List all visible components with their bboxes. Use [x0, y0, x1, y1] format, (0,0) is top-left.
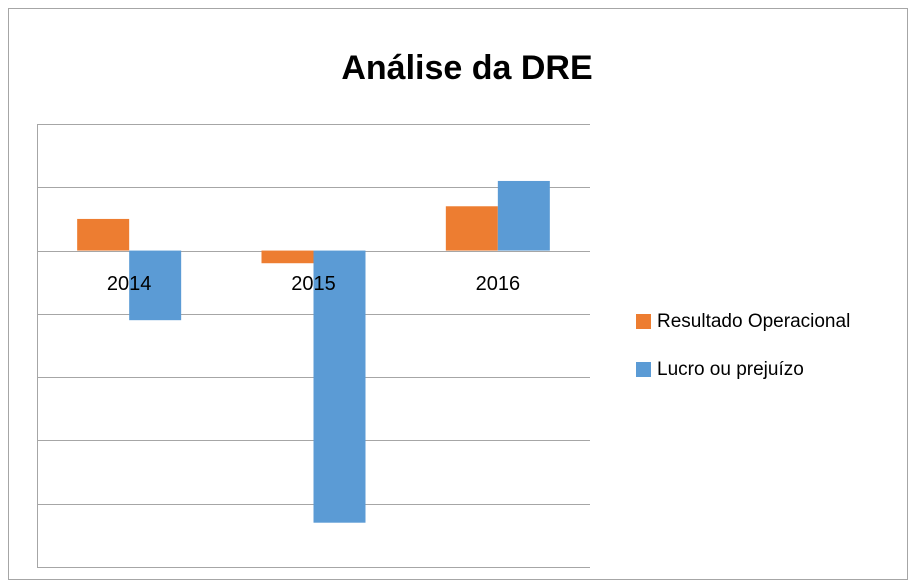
x-tick-label: 2014	[107, 273, 152, 295]
x-tick-label: 2015	[291, 273, 336, 295]
bar	[313, 250, 366, 523]
legend-label: Resultado Operacional	[657, 311, 850, 332]
legend-swatch	[636, 362, 651, 377]
bar	[445, 206, 498, 251]
bar	[261, 250, 314, 264]
x-tick-label: 2016	[476, 273, 521, 295]
chart-title: Análise da DRE	[341, 49, 592, 87]
bar	[129, 250, 182, 321]
legend-label: Lucro ou prejuízo	[657, 359, 804, 380]
bar	[497, 180, 550, 251]
legend-swatch	[636, 314, 651, 329]
bar	[77, 218, 130, 251]
